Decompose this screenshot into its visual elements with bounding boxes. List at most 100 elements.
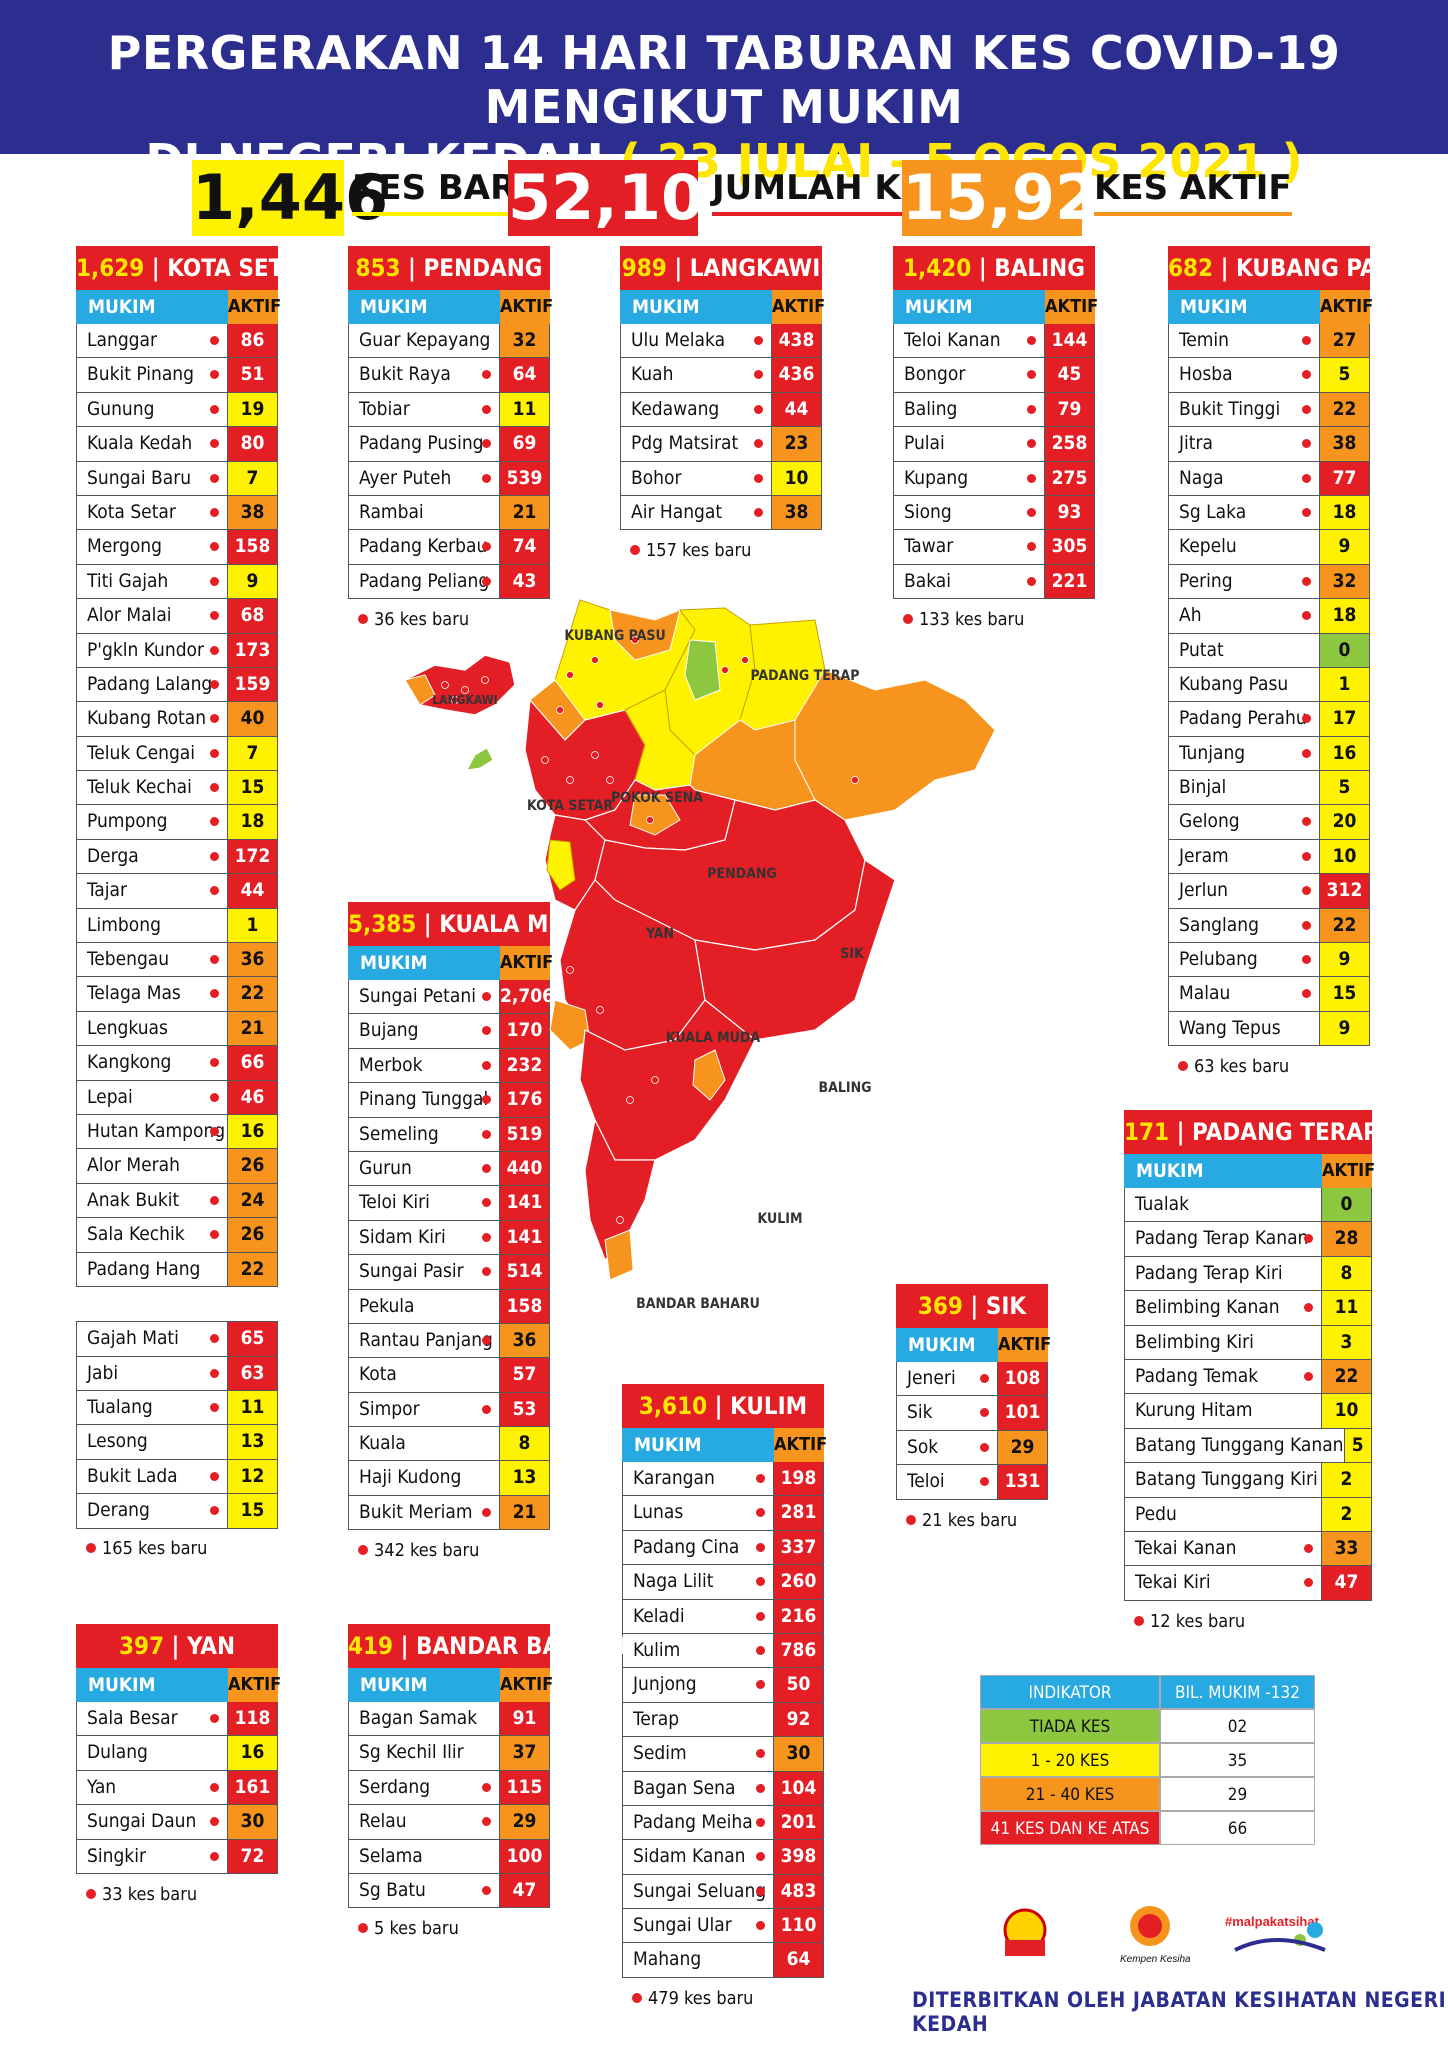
active-count: 22 <box>227 977 277 1011</box>
red-dot-icon <box>358 1545 368 1556</box>
district-name: LANGKAWI <box>689 254 821 282</box>
mukim-name: Pedu <box>1135 1502 1177 1525</box>
legend-count: 66 <box>1160 1811 1315 1845</box>
map-label-kubang-pasu: KUBANG PASU <box>564 628 665 644</box>
col-mukim: MUKIM <box>1124 1154 1322 1188</box>
table-row: Lepai 46 <box>76 1080 278 1115</box>
district-total: 5,385 <box>348 910 417 938</box>
table-row: Bagan Sena 104 <box>622 1771 824 1806</box>
new-case-dot-icon <box>756 1852 765 1862</box>
table-row: Derang 15 <box>76 1494 278 1529</box>
active-count: 13 <box>499 1461 549 1495</box>
table-row: Padang Hang 22 <box>76 1252 278 1287</box>
mukim-name: Sungai Petani <box>349 980 499 1013</box>
new-case-dot-icon <box>1302 439 1311 449</box>
table-row: Kuala Kedah 80 <box>76 427 278 462</box>
table-row: Terap 92 <box>622 1702 824 1738</box>
new-case-dot-icon <box>1302 404 1311 414</box>
active-count: 161 <box>227 1770 277 1805</box>
mukim-name: Sungai Daun <box>77 1805 227 1838</box>
mukim-name: Pinang Tunggal <box>349 1083 499 1116</box>
new-case-dot-icon <box>210 1782 219 1792</box>
mukim-name: Tekai Kanan <box>1125 1532 1321 1565</box>
active-count: 91 <box>499 1702 549 1736</box>
new-case-dot-icon <box>482 1267 491 1277</box>
mukim-name: Mahang <box>633 1948 702 1971</box>
new-case-dot-icon <box>756 1508 765 1518</box>
col-mukim: MUKIM <box>348 290 500 324</box>
table-row: Batang Tunggang Kiri 2 <box>1124 1463 1372 1498</box>
new-case-dot-icon <box>756 1817 765 1827</box>
new-cases-note: 12 kes baru <box>1134 1611 1245 1633</box>
red-dot-icon <box>906 1514 916 1525</box>
map-label-sik: SIK <box>840 946 865 962</box>
active-count: 33 <box>1321 1531 1371 1566</box>
active-count: 118 <box>227 1702 277 1736</box>
active-count: 115 <box>499 1770 549 1805</box>
table-row: Naga 77 <box>1168 461 1370 496</box>
table-row: Siong 93 <box>893 495 1095 531</box>
district-table-kulim: 3,610 | KULIM MUKIM AKTIF Karangan 198 Lunas 2… <box>622 1384 827 1978</box>
active-count: 312 <box>1319 874 1369 908</box>
district-table-padang-terap: 171 | PADANG TERAP MUKIM AKTIF Tualak 0 Padan… <box>1124 1110 1379 1601</box>
new-case-dot-icon <box>980 1442 989 1452</box>
district-title: 369 | SIK <box>896 1284 1048 1328</box>
mukim-name: Bukit Pinang <box>77 358 227 391</box>
district-total: 989 <box>621 254 667 282</box>
mukim-name: Pekula <box>359 1294 415 1317</box>
new-case-dot-icon <box>210 611 219 621</box>
new-case-dot-icon <box>1027 404 1036 414</box>
active-count: 32 <box>1319 564 1369 599</box>
new-case-dot-icon <box>482 370 491 380</box>
mukim-name: Gunung <box>77 393 227 426</box>
active-count: 77 <box>1319 461 1369 495</box>
mukim-name: Singkir <box>77 1840 227 1873</box>
new-case-dot-icon <box>482 1782 491 1792</box>
new-case-dot-icon <box>210 370 219 380</box>
table-row: Bukit Tinggi 22 <box>1168 392 1370 428</box>
table-row: Padang Perahu 17 <box>1168 702 1370 737</box>
active-count: 141 <box>499 1186 549 1220</box>
mukim-name: Malau <box>1169 977 1319 1010</box>
mukim-name: Tualak <box>1135 1193 1189 1215</box>
active-count: 158 <box>227 530 277 564</box>
active-count: 173 <box>227 633 277 667</box>
active-cases-label: KES AKTIF <box>1094 168 1292 216</box>
new-case-dot-icon <box>210 851 219 861</box>
mukim-name: Belimbing Kiri <box>1135 1330 1254 1353</box>
mukim-name: Jeram <box>1169 840 1319 873</box>
mukim-name: Padang Pusing <box>349 427 499 460</box>
table-row: Hosba 5 <box>1168 358 1370 393</box>
new-case-dot-icon <box>1304 1578 1313 1588</box>
active-count: 29 <box>499 1805 549 1839</box>
legend-header-count: BIL. MUKIM -132 <box>1160 1675 1315 1709</box>
mukim-name: Siong <box>894 496 1044 529</box>
new-case-dot-icon <box>210 1092 219 1102</box>
mukim-name: Kota Setar <box>77 496 227 529</box>
map-label-langkawi: LANGKAWI <box>432 693 497 707</box>
mukim-name: Bukit Raya <box>349 358 499 391</box>
new-case-dot-icon <box>210 989 219 999</box>
active-count: 30 <box>773 1737 823 1771</box>
mukim-name: Kota <box>359 1363 397 1386</box>
active-count: 21 <box>227 1011 277 1046</box>
table-row: Anak Bukit 24 <box>76 1183 278 1219</box>
active-count: 27 <box>1319 324 1369 358</box>
active-count: 9 <box>1319 530 1369 564</box>
district-total: 1,629 <box>76 254 145 282</box>
active-count: 16 <box>227 1114 277 1149</box>
mukim-name: Tunjang <box>1169 737 1319 770</box>
mukim-name: Jerlun <box>1169 874 1319 907</box>
col-aktif: AKTIF <box>228 290 281 324</box>
mukim-name: Teloi Kiri <box>349 1186 499 1219</box>
new-cases-note: 479 kes baru <box>632 1988 753 2010</box>
mukim-name: Sungai Pasir <box>349 1255 499 1288</box>
new-case-dot-icon <box>756 1542 765 1552</box>
active-count: 15 <box>227 1494 277 1528</box>
mukim-name: Lunas <box>623 1496 773 1529</box>
map-kulim <box>579 999 756 1161</box>
legend-indicator: TIADA KES <box>980 1709 1160 1743</box>
table-row: Rantau Panjang 36 <box>348 1323 550 1359</box>
new-cases-note: 157 kes baru <box>630 540 751 562</box>
table-row: Naga Lilit 260 <box>622 1565 824 1600</box>
